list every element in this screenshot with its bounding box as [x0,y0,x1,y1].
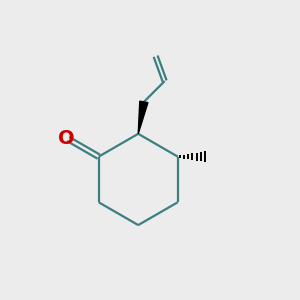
Text: O: O [58,130,75,148]
Polygon shape [138,101,148,134]
